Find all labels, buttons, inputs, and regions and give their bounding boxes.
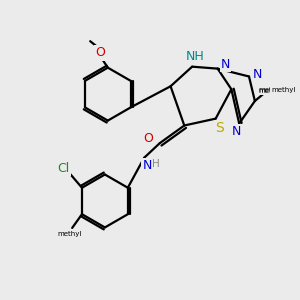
- Text: methyl: methyl: [272, 87, 296, 93]
- Text: methyl: methyl: [258, 87, 283, 93]
- Text: N: N: [142, 159, 152, 172]
- Text: N: N: [221, 58, 230, 71]
- Text: Cl: Cl: [57, 162, 70, 175]
- Text: O: O: [95, 46, 105, 59]
- Text: N: N: [253, 68, 262, 81]
- Text: O: O: [143, 132, 153, 145]
- Text: NH: NH: [186, 50, 205, 63]
- Text: methyl: methyl: [57, 231, 81, 237]
- Text: O: O: [95, 46, 105, 59]
- Text: H: H: [152, 159, 160, 169]
- Text: S: S: [215, 122, 224, 135]
- Text: N: N: [232, 125, 241, 138]
- Text: methyl: methyl: [258, 88, 283, 94]
